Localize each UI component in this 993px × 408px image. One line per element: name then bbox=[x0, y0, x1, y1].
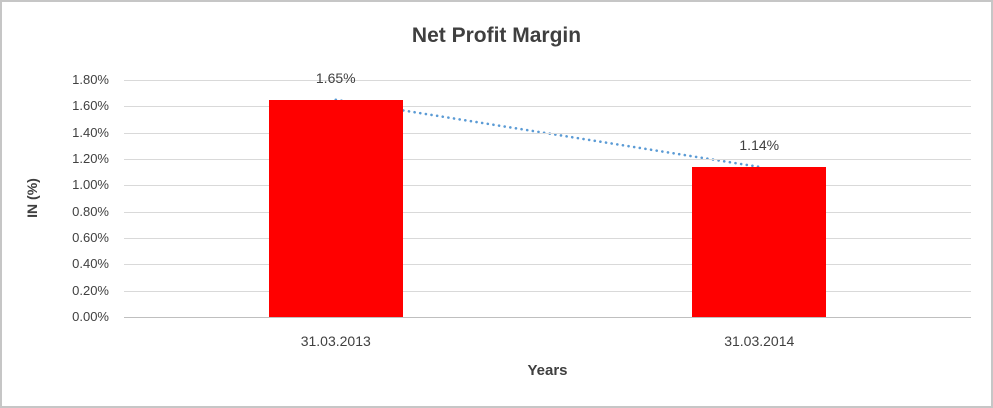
gridline bbox=[124, 185, 971, 187]
gridline bbox=[124, 80, 971, 81]
gridline bbox=[124, 211, 971, 213]
y-axis-title: IN (%) bbox=[24, 178, 40, 218]
x-tick-label: 31.03.2014 bbox=[724, 333, 795, 349]
bar-value-label: 1.14% bbox=[739, 136, 780, 153]
gridline bbox=[124, 290, 971, 292]
y-tick-label: 0.60% bbox=[72, 230, 109, 245]
y-tick-label: 0.40% bbox=[72, 256, 109, 272]
bar-31.03.2014 bbox=[692, 166, 827, 317]
gridline bbox=[124, 264, 971, 266]
gridline bbox=[124, 238, 971, 239]
y-tick-label: 0.80% bbox=[72, 203, 109, 219]
bar-value-label: 1.65% bbox=[315, 69, 356, 86]
x-tick-label: 31.03.2013 bbox=[300, 333, 371, 349]
y-tick-label: 1.80% bbox=[72, 72, 109, 87]
y-tick-label: 0.20% bbox=[72, 282, 109, 298]
chart-title: Net Profit Margin bbox=[411, 24, 582, 47]
gridline bbox=[124, 132, 971, 134]
y-tick-label: 1.00% bbox=[72, 177, 109, 193]
y-tick-label: 1.40% bbox=[72, 124, 109, 140]
x-axis-line bbox=[124, 317, 971, 318]
x-axis-title: Years bbox=[527, 362, 568, 379]
y-tick-label: 1.20% bbox=[72, 151, 109, 166]
y-tick-label: 1.60% bbox=[72, 98, 109, 114]
bar-31.03.2013 bbox=[268, 99, 403, 317]
gridline bbox=[124, 106, 971, 108]
gridline bbox=[124, 159, 971, 160]
y-tick-label: 0.00% bbox=[72, 309, 109, 324]
